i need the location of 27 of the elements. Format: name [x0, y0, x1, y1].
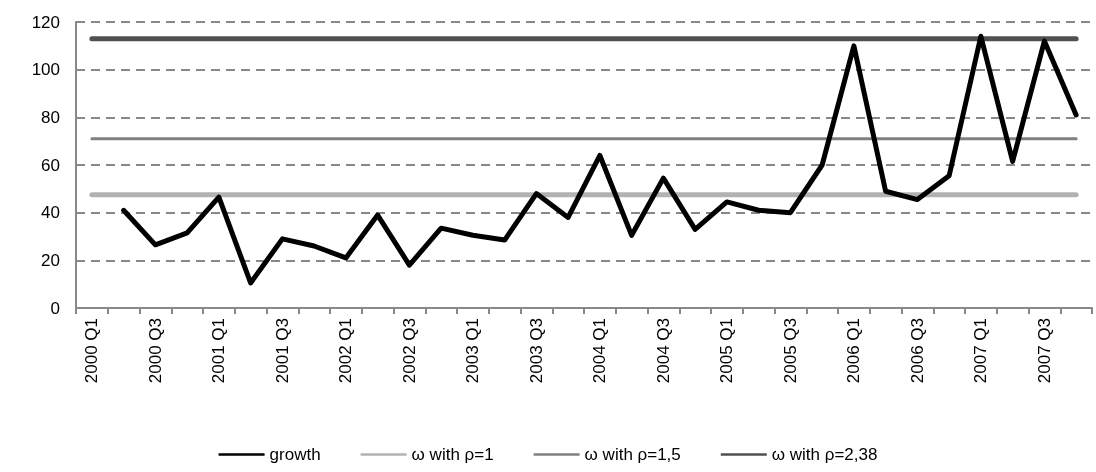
x-tick-label: 2006 Q1 [844, 318, 864, 384]
x-tick-label: 2002 Q1 [336, 318, 356, 384]
x-tick-label: 2000 Q3 [145, 318, 165, 384]
y-tick-label: 20 [41, 250, 60, 270]
x-tick-label: 2004 Q1 [590, 318, 610, 384]
x-tick-label: 2003 Q3 [526, 318, 546, 384]
x-tick-label: 2002 Q3 [399, 318, 419, 384]
y-tick-label: 0 [50, 298, 60, 318]
x-tick-label: 2007 Q3 [1034, 318, 1054, 384]
y-tick-label: 100 [31, 60, 60, 80]
y-tick-label: 80 [41, 107, 60, 127]
x-tick-label: 2004 Q3 [653, 318, 673, 384]
x-tick-label: 2005 Q1 [717, 318, 737, 384]
x-tick-label: 2003 Q1 [463, 318, 483, 384]
x-tick-label: 2001 Q3 [272, 318, 292, 384]
x-tick-label: 2006 Q3 [907, 318, 927, 384]
x-tick-label: 2005 Q3 [780, 318, 800, 384]
legend-label: growth [269, 445, 321, 464]
y-tick-label: 120 [31, 12, 60, 32]
legend-label: ω with ρ=2,38 [771, 445, 878, 464]
y-tick-label: 40 [41, 203, 60, 223]
x-tick-label: 2000 Q1 [82, 318, 102, 384]
x-tick-label: 2001 Q1 [209, 318, 229, 384]
y-tick-label: 60 [41, 155, 60, 175]
legend-label: ω with ρ=1,5 [584, 445, 681, 464]
x-tick-label: 2007 Q1 [971, 318, 991, 384]
legend-label: ω with ρ=1 [411, 445, 494, 464]
